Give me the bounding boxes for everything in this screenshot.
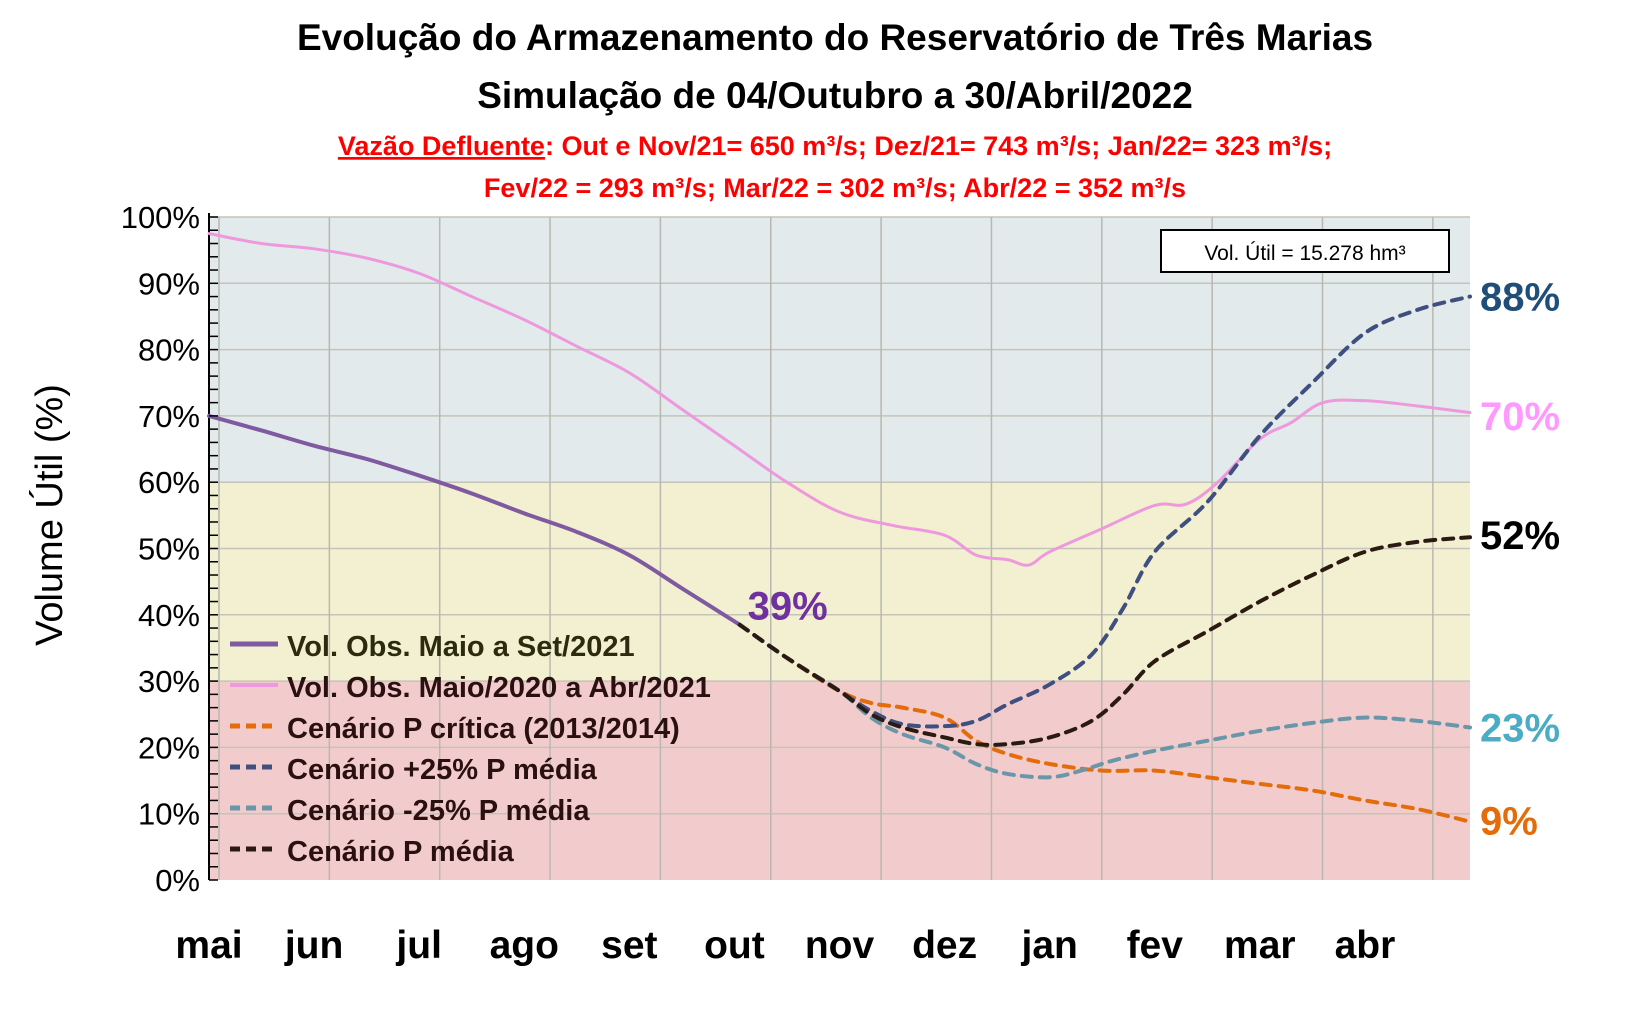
y-tick-label: 30% <box>138 664 200 699</box>
band <box>209 482 1470 682</box>
info-box-text: Vol. Útil = 15.278 hm³ <box>1204 242 1405 265</box>
y-tick-label: 10% <box>138 797 200 832</box>
annotations: 39% 88% 70% 52% 23% 9% <box>748 276 1560 844</box>
series-line <box>737 622 1472 780</box>
legend-label: Vol. Obs. Maio/2020 a Abr/2021 <box>287 672 711 704</box>
x-tick-label: mai <box>175 924 242 967</box>
series-line <box>207 232 1472 567</box>
info-box: Vol. Útil = 15.278 hm³ <box>1160 229 1450 273</box>
x-tick-label: dez <box>912 924 977 967</box>
x-tick-label: jan <box>1020 924 1077 967</box>
y-axis-label: Volume Útil (%) <box>28 384 71 646</box>
series-line <box>207 413 742 627</box>
value-label: 88% <box>1480 276 1560 320</box>
x-tick-label: out <box>704 924 765 967</box>
chart-subtitle: Simulação de 04/Outubro a 30/Abril/2022 <box>477 75 1193 116</box>
y-tick-label: 50% <box>138 532 200 567</box>
y-tick-label: 100% <box>121 200 200 235</box>
y-tick-label: 90% <box>138 266 200 301</box>
value-label: 52% <box>1480 514 1560 558</box>
note-label: Vazão Defluente <box>338 131 545 161</box>
legend-label: Cenário P crítica (2013/2014) <box>287 713 680 745</box>
value-label: 9% <box>1480 799 1538 843</box>
value-label: 70% <box>1480 395 1560 439</box>
x-axis-ticks: mai jun jul ago set out nov dez jan fev mar abr <box>175 924 1395 967</box>
series-line <box>737 294 1472 729</box>
chart-note-line1: Vazão Defluente: Out e Nov/21= 650 m³/s;… <box>338 131 1332 161</box>
x-tick-label: abr <box>1335 924 1396 967</box>
plot-area <box>207 213 1472 880</box>
x-tick-label: set <box>601 924 657 967</box>
y-tick-label: 70% <box>138 399 200 434</box>
y-tick-label: 40% <box>138 598 200 633</box>
x-tick-label: jul <box>395 924 442 967</box>
x-tick-label: fev <box>1127 924 1184 967</box>
legend-label: Cenário -25% P média <box>287 795 590 827</box>
band <box>209 681 1470 880</box>
x-tick-label: jun <box>284 924 343 967</box>
y-axis-ticks: 0% 10% 20% 30% 40% 50% 60% 70% 80% 90% 100% <box>121 200 218 898</box>
value-label: 39% <box>748 584 828 628</box>
note-text-1: : Out e Nov/21= 650 m³/s; Dez/21= 743 m³… <box>545 131 1332 161</box>
series-line <box>737 622 1472 824</box>
chart-note-line2: Fev/22 = 293 m³/s; Mar/22 = 302 m³/s; Ab… <box>484 173 1186 203</box>
series-line <box>737 535 1472 747</box>
y-tick-label: 0% <box>155 863 200 898</box>
y-tick-label: 60% <box>138 465 200 500</box>
x-tick-label: ago <box>490 924 559 967</box>
x-tick-label: mar <box>1224 924 1296 967</box>
legend-label: Cenário P média <box>287 836 515 868</box>
legend: Vol. Obs. Maio a Set/2021 Vol. Obs. Maio/… <box>230 631 711 868</box>
x-tick-label: nov <box>805 924 875 967</box>
chart-title: Evolução do Armazenamento do Reservatóri… <box>297 17 1373 58</box>
value-label: 23% <box>1480 707 1560 751</box>
legend-label: Vol. Obs. Maio a Set/2021 <box>287 631 635 663</box>
y-tick-label: 20% <box>138 730 200 765</box>
legend-label: Cenário +25% P média <box>287 754 598 786</box>
y-tick-label: 80% <box>138 333 200 368</box>
